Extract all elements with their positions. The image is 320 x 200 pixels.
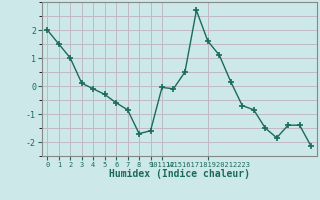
X-axis label: Humidex (Indice chaleur): Humidex (Indice chaleur) bbox=[109, 169, 250, 179]
